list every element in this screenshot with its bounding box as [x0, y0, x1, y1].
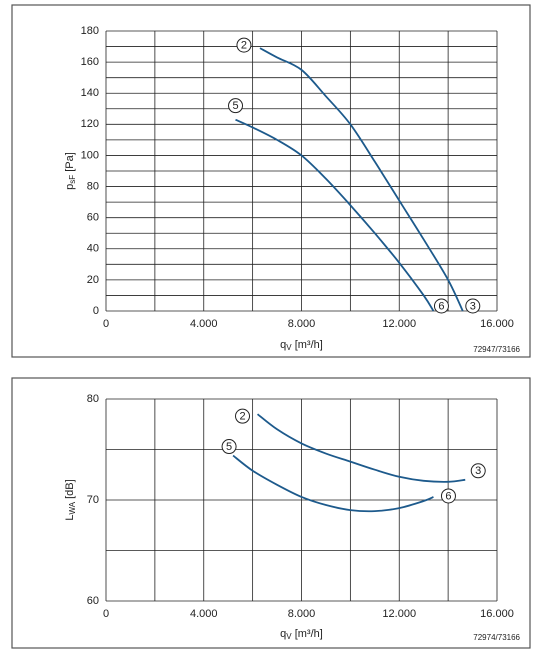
y-axis-title-part: L [64, 515, 76, 521]
curve [259, 47, 464, 312]
y-axis-title-part: [dB] [64, 479, 76, 499]
point-label: 3 [470, 300, 476, 312]
point-label: 6 [445, 490, 451, 502]
y-tick-label: 120 [81, 118, 99, 130]
point-label: 3 [475, 465, 481, 477]
point-label: 5 [232, 100, 238, 112]
y-tick-label: 40 [87, 243, 99, 255]
x-axis-title-part: q [280, 628, 286, 640]
y-tick-label: 60 [87, 595, 99, 607]
y-axis-title: LWA [dB] [64, 479, 77, 520]
x-axis-title-part: V [286, 343, 292, 352]
x-axis-title: qV [m³/h] [280, 339, 323, 352]
y-tick-label: 80 [87, 180, 99, 192]
point-label: 5 [226, 441, 232, 453]
chart-code: 72974/73166 [473, 633, 520, 642]
point-marker-circle [440, 488, 456, 504]
curve [256, 413, 466, 483]
point-marker-circle [470, 463, 486, 479]
x-axis-title-part: [m³/h] [295, 628, 323, 640]
chart-code: 72947/73166 [473, 345, 520, 354]
x-tick-label: 0 [103, 608, 109, 620]
y-tick-label: 80 [87, 393, 99, 405]
y-tick-label: 160 [81, 56, 99, 68]
x-tick-label: 12.000 [382, 318, 416, 330]
x-axis-title-part: [m³/h] [295, 339, 323, 351]
y-tick-label: 60 [87, 212, 99, 224]
point-marker-circle [235, 408, 251, 424]
y-axis-title-part: sF [68, 175, 77, 184]
panel-frame [11, 4, 531, 358]
point-marker-circle [221, 439, 237, 455]
point-label: 6 [438, 300, 444, 312]
point-label: 2 [241, 40, 247, 52]
x-tick-label: 16.000 [480, 318, 514, 330]
y-axis-title: psF [Pa] [64, 152, 77, 190]
x-axis-title-part: V [286, 632, 292, 641]
y-tick-label: 0 [93, 305, 99, 317]
x-axis-title: qV [m³/h] [280, 628, 323, 641]
y-tick-label: 70 [87, 494, 99, 506]
point-marker-circle [236, 37, 252, 53]
y-axis-title-part: WA [68, 501, 77, 514]
x-tick-label: 0 [103, 318, 109, 330]
point-label: 2 [239, 411, 245, 423]
x-tick-label: 8.000 [288, 318, 316, 330]
y-tick-label: 100 [81, 149, 99, 161]
panel-frame [11, 377, 531, 649]
y-tick-label: 20 [87, 274, 99, 286]
curve [232, 454, 434, 513]
x-tick-label: 8.000 [288, 608, 316, 620]
x-tick-label: 16.000 [480, 608, 514, 620]
y-axis-title-part: [Pa] [64, 152, 76, 172]
curve [235, 118, 435, 312]
y-tick-label: 140 [81, 87, 99, 99]
point-marker-circle [228, 98, 244, 114]
point-marker-circle [465, 298, 481, 314]
point-marker-circle [433, 298, 449, 314]
x-tick-label: 12.000 [382, 608, 416, 620]
x-tick-label: 4.000 [190, 318, 218, 330]
x-tick-label: 4.000 [190, 608, 218, 620]
y-axis-title-part: p [64, 184, 76, 190]
y-tick-label: 180 [81, 25, 99, 37]
x-axis-title-part: q [280, 339, 286, 351]
